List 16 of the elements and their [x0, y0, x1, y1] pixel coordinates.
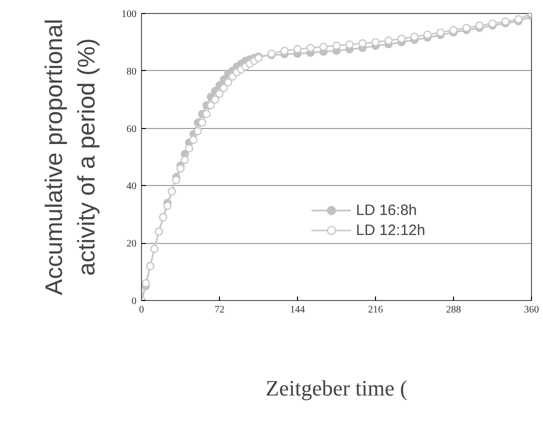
y-tick-label: 60 [126, 124, 136, 135]
x-tick-label: 0 [139, 304, 144, 316]
x-axis-title: Zeitgeber time ( [266, 376, 408, 400]
x-tick-label: 288 [446, 304, 461, 316]
y-axis-title: Accumulative proportional activity of a period (%) [41, 18, 100, 296]
x-tick-label: 72 [214, 304, 224, 316]
y-tick-label: 40 [126, 181, 136, 192]
x-tick-label: 144 [290, 304, 305, 316]
y-tick-label: 0 [132, 296, 136, 307]
y-tick-label: 80 [126, 66, 136, 78]
x-tick-label: 360 [524, 304, 539, 316]
legend-label: LD 16:8h [356, 202, 417, 218]
legend-label: LD 12:12h [356, 222, 426, 238]
y-tick-label: 20 [126, 238, 136, 250]
y-tick-label: 100 [122, 9, 136, 20]
x-tick-label: 216 [368, 304, 383, 316]
